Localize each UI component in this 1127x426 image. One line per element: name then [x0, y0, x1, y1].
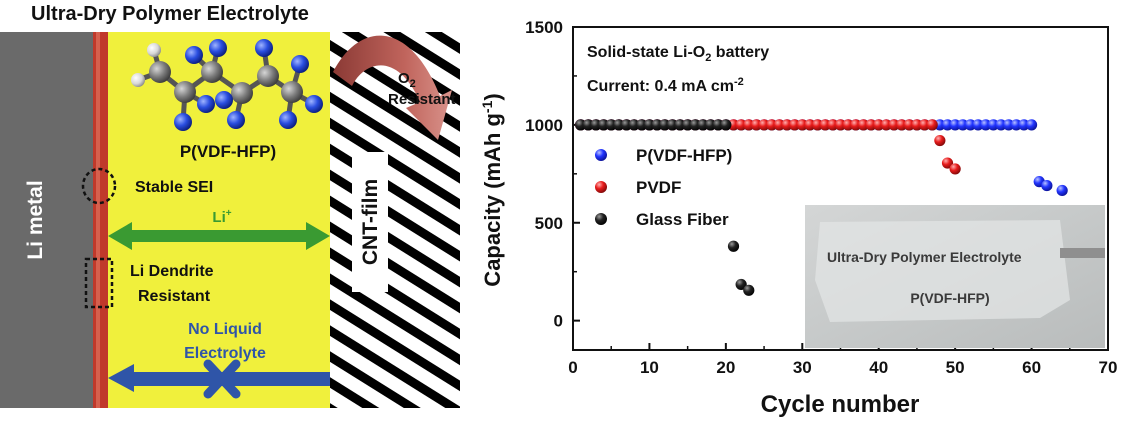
data-point: [720, 119, 732, 131]
no-liquid-label-line1: No Liquid: [188, 321, 262, 338]
cnt-film-hatch: [330, 32, 460, 408]
y-tick-label: 500: [535, 214, 563, 233]
inset-tweezer: [1060, 248, 1105, 258]
li-ion-label: Li+: [212, 208, 231, 226]
x-tick-label: 60: [1022, 358, 1041, 377]
dendrite-box-marker: [84, 257, 114, 309]
data-point: [1025, 119, 1038, 131]
block-x-icon: [203, 359, 241, 399]
data-point: [735, 278, 747, 291]
data-point: [934, 134, 946, 147]
inset-text-line2: P(VDF-HFP): [910, 290, 989, 306]
sei-layer: [93, 32, 108, 408]
data-point: [1041, 179, 1053, 192]
sei-circle-marker: [81, 167, 117, 205]
data-point: [926, 119, 938, 131]
data-point: [941, 157, 954, 169]
legend-label: P(VDF-HFP): [636, 146, 732, 165]
li-ion-arrow: [108, 222, 330, 250]
x-axis-label: Cycle number: [761, 391, 920, 418]
chart-legend: P(VDF-HFP) PVDF Glass Fiber: [595, 146, 732, 229]
dendrite-label-line2: Resistant: [138, 288, 211, 305]
legend-label: Glass Fiber: [636, 210, 729, 229]
y-tick-label: 0: [554, 312, 563, 331]
x-tick-label: 10: [640, 358, 659, 377]
inset-photo: Ultra-Dry Polymer Electrolyte P(VDF-HFP): [805, 205, 1105, 348]
chart-annotation-current: Current: 0.4 mA cm-2: [587, 76, 744, 95]
legend-label: PVDF: [636, 178, 681, 197]
li-metal-label: Li metal: [24, 180, 47, 259]
axis-ticks: 0 10 20 30 40 50 60 70 0 500 1000 1500: [525, 18, 1117, 377]
schematic-title: Ultra-Dry Polymer Electrolyte: [31, 3, 309, 25]
data-points: [575, 119, 1068, 296]
polymer-label: P(VDF-HFP): [180, 142, 276, 161]
x-tick-label: 30: [793, 358, 812, 377]
data-point: [1056, 184, 1068, 197]
cnt-label-box: [352, 152, 388, 292]
x-tick-label: 20: [716, 358, 735, 377]
legend-marker: [595, 181, 607, 193]
chart-annotation-battery: Solid-state Li-O2 battery: [587, 44, 769, 64]
battery-schematic: Ultra-Dry Polymer Electrolyte Li metal C…: [0, 3, 460, 408]
polymer-molecule: [131, 39, 323, 131]
x-tick-label: 0: [568, 358, 577, 377]
no-liquid-label-line2: Electrolyte: [184, 345, 266, 362]
o2-resistant-label: Resistant: [388, 91, 456, 108]
sei-label: Stable SEI: [135, 179, 213, 196]
y-tick-label: 1000: [525, 116, 563, 135]
dendrite-label-line1: Li Dendrite: [130, 263, 214, 280]
y-tick-label: 1500: [525, 18, 563, 37]
data-point: [727, 240, 740, 252]
x-tick-label: 50: [946, 358, 965, 377]
data-point: [743, 284, 755, 296]
data-point: [949, 163, 961, 175]
y-axis-label: Capacity (mAh g-1): [479, 93, 505, 286]
li-metal-block: [0, 32, 95, 408]
inset-text-line1: Ultra-Dry Polymer Electrolyte: [827, 249, 1022, 265]
legend-marker: [595, 149, 607, 161]
sei-highlight: [96, 32, 100, 408]
o2-label: O2: [398, 70, 416, 90]
series-2: [575, 119, 755, 296]
inset-film: [815, 220, 1070, 322]
o2-arrow: [333, 35, 452, 140]
cnt-film-label: CNT-film: [359, 179, 382, 265]
capacity-chart: 0 10 20 30 40 50 60 70 0 500 1000 1500 Ultra-Dry Po…: [479, 18, 1117, 418]
x-tick-label: 70: [1099, 358, 1118, 377]
legend-marker: [595, 213, 607, 225]
x-tick-label: 40: [869, 358, 888, 377]
